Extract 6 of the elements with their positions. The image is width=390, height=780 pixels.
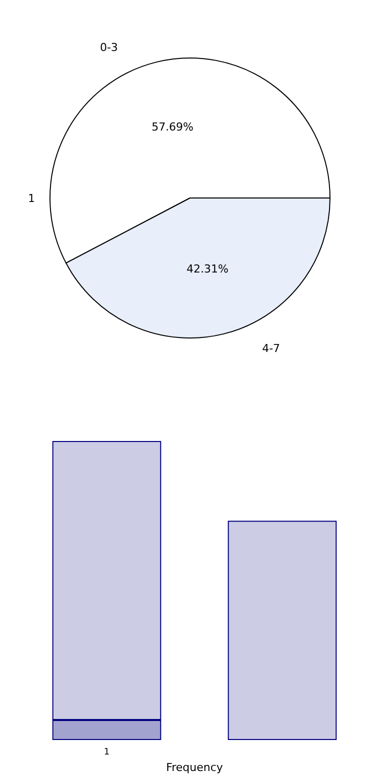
data-label: 57.69%: [152, 120, 194, 134]
slice-label: 0-3: [100, 41, 118, 54]
text: 1: [28, 192, 35, 205]
x-axis-title: Frequency: [166, 760, 224, 774]
data-label: 42.31%: [186, 262, 228, 276]
slice-label: 4-7: [262, 342, 280, 355]
